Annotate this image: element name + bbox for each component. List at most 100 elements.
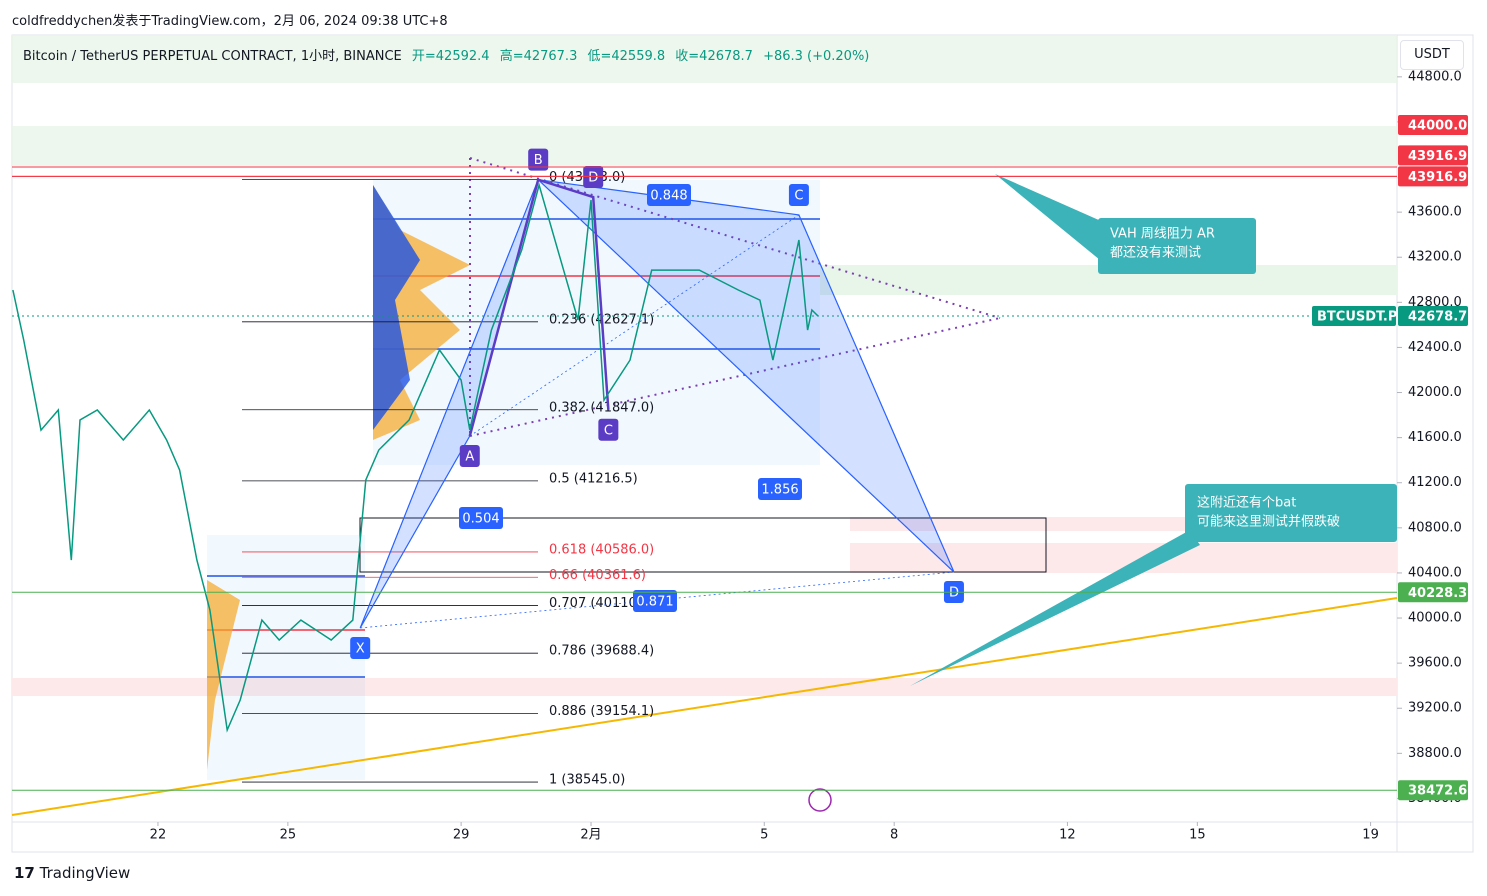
pattern-label: X	[356, 641, 365, 656]
volume-profile	[373, 185, 470, 440]
currency-button[interactable]: USDT	[1400, 40, 1464, 70]
callout-text: 这附近还有个bat	[1197, 495, 1296, 511]
ratio-box	[647, 184, 691, 206]
fib-label: 0.5 (41216.5)	[549, 471, 638, 486]
symbol-bar: Bitcoin / TetherUS PERPETUAL CONTRACT, 1…	[23, 45, 875, 64]
event-icon[interactable]	[808, 788, 832, 812]
price-label: 43916.9	[1408, 170, 1467, 185]
y-tick-label: 40400.0	[1408, 565, 1462, 580]
pattern-label-box	[583, 166, 604, 189]
x-tick-label: 25	[280, 828, 297, 843]
ratio-label: 0.871	[636, 595, 673, 610]
zone	[12, 126, 1397, 166]
ratio-label: 1.856	[761, 483, 798, 498]
fib-label: 0.66 (40361.6)	[549, 568, 646, 583]
pattern-diagonal	[469, 214, 800, 437]
trend-line	[11, 597, 1398, 816]
callout	[1185, 484, 1397, 542]
pattern-diagonal	[359, 179, 539, 629]
range-box	[207, 535, 365, 780]
ohlc: 高=42767.3	[499, 49, 578, 64]
pattern-label: C	[794, 188, 803, 203]
y-tick-label: 39600.0	[1408, 656, 1462, 671]
y-tick-label: 41600.0	[1408, 430, 1462, 445]
target-box	[359, 517, 1047, 573]
x-tick-label: 5	[760, 828, 768, 843]
pattern-diagonal	[537, 179, 955, 573]
footer-brand: TradingView	[39, 864, 131, 882]
ratio-label: 0.504	[462, 512, 499, 527]
price-label: 44000.0	[1408, 119, 1467, 134]
pattern-label: B	[534, 153, 543, 168]
callout	[1098, 218, 1256, 274]
range-box	[373, 180, 820, 465]
fib-label: 0 (43888.0)	[549, 170, 625, 185]
pattern-diagonal	[360, 571, 954, 629]
pattern-area	[359, 179, 539, 629]
pattern-label: D	[949, 586, 959, 601]
callout-pointer	[910, 530, 1200, 686]
y-tick-label: 44800.0	[1408, 69, 1462, 84]
symbol-label: BTCUSDT.P	[1317, 310, 1397, 325]
pattern-label: A	[465, 450, 474, 465]
pattern-label-box	[528, 148, 549, 171]
ohlc: +86.3 (+0.20%)	[763, 49, 870, 64]
price-label-box	[1398, 145, 1468, 166]
fib-label: 0.618 (40586.0)	[549, 542, 654, 557]
volume-profile	[207, 580, 240, 770]
y-tick-label: 40800.0	[1408, 520, 1462, 535]
ohlc: 低=42559.8	[587, 49, 666, 64]
abcd-line	[468, 178, 610, 437]
x-tick-label: 8	[890, 828, 898, 843]
pattern-label-box	[598, 418, 619, 441]
x-tick-label: 29	[453, 828, 470, 843]
fib-label: 1 (38545.0)	[549, 773, 625, 788]
fib-label: 0.382 (41847.0)	[549, 400, 654, 415]
triangle-line	[469, 157, 1001, 319]
price-label: 40228.3	[1408, 586, 1467, 601]
callout-text: VAH 周线阻力 AR	[1110, 227, 1215, 242]
ratio-label: 0.848	[650, 189, 687, 204]
y-tick-label: 42000.0	[1408, 385, 1462, 400]
zone	[820, 265, 1397, 295]
pattern-label-box	[943, 581, 964, 604]
price-label: 42678.7	[1408, 310, 1467, 325]
price-label: 38472.6	[1408, 784, 1467, 799]
triangle-line	[469, 317, 1001, 437]
price-label-box	[1398, 582, 1468, 603]
price-label-box	[1398, 115, 1468, 136]
x-tick-label: 2月	[580, 828, 601, 843]
ohlc: 收=42678.7	[675, 49, 753, 64]
ohlc: 开=42592.4	[411, 49, 490, 64]
symbol: Bitcoin / TetherUS PERPETUAL CONTRACT, 1…	[23, 49, 402, 64]
callout-text: 都还没有来测试	[1110, 246, 1201, 261]
author-line: coldfreddychen发表于TradingView.com，2月 06, …	[12, 14, 448, 29]
y-tick-label: 43200.0	[1408, 250, 1462, 265]
price-label-box	[1398, 780, 1468, 801]
callout-text: 可能来这里测试并假跌破	[1197, 514, 1340, 530]
fib-label: 0.886 (39154.1)	[549, 704, 654, 719]
pattern-label-box	[350, 636, 371, 659]
footer: 17 TradingView	[14, 864, 131, 882]
x-tick-label: 15	[1189, 828, 1206, 843]
y-tick-label: 38400.0	[1408, 791, 1462, 806]
pattern-label-box	[459, 445, 480, 468]
pattern-label: D	[588, 171, 598, 186]
pattern-area	[536, 178, 955, 573]
price-label: 43916.9	[1408, 149, 1467, 164]
y-tick-label: 42400.0	[1408, 340, 1462, 355]
y-tick-label: 41200.0	[1408, 475, 1462, 490]
x-tick-label: 22	[150, 828, 167, 843]
y-tick-label: 38800.0	[1408, 746, 1462, 761]
y-tick-label: 44400.0	[1408, 114, 1462, 129]
callout-pointer	[995, 174, 1110, 260]
y-tick-label: 40000.0	[1408, 611, 1462, 626]
volume-profile	[373, 185, 420, 430]
ratio-box	[633, 590, 677, 612]
ratio-box	[459, 507, 503, 529]
y-tick-label: 42800.0	[1408, 295, 1462, 310]
zone	[12, 678, 1397, 696]
pattern-label: C	[604, 423, 613, 438]
